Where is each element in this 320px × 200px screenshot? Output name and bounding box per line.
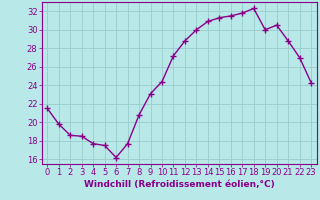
X-axis label: Windchill (Refroidissement éolien,°C): Windchill (Refroidissement éolien,°C) (84, 180, 275, 189)
